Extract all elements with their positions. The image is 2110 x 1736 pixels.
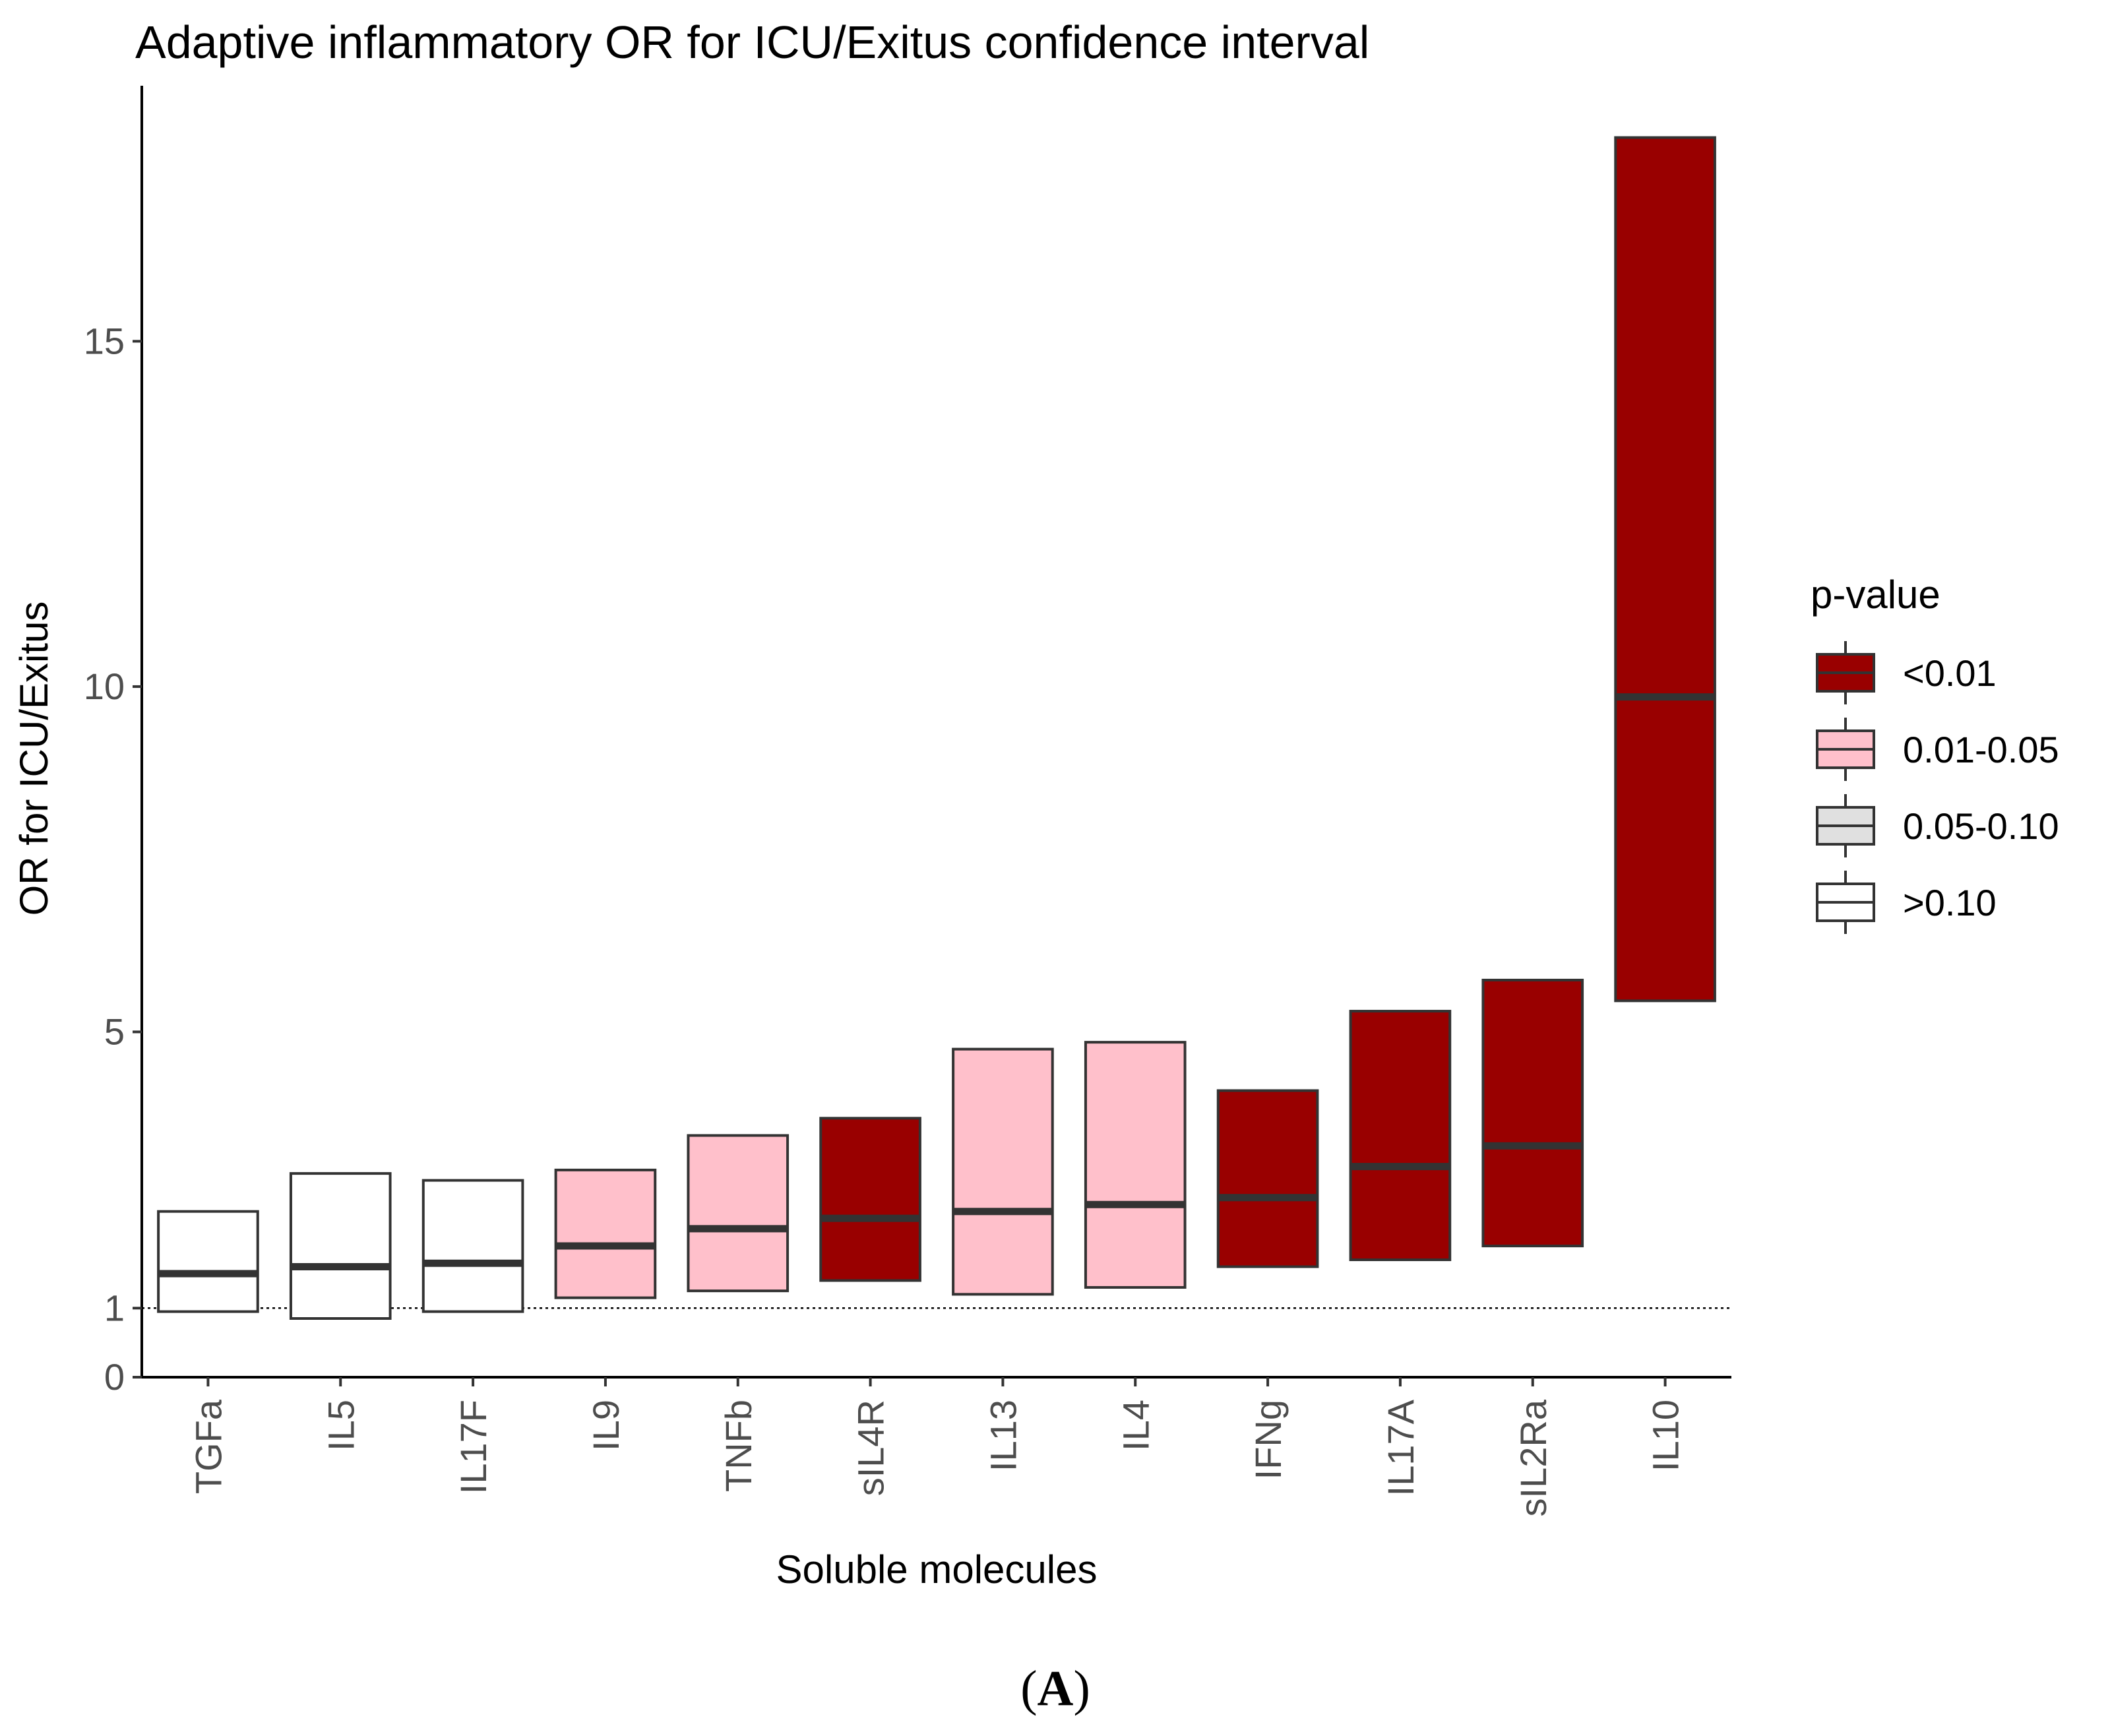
x-tick-label: IL5 (320, 1400, 361, 1451)
x-tick-label: sIL2Ra (1512, 1399, 1554, 1516)
legend-label: 0.05-0.10 (1903, 805, 2059, 847)
x-axis-title: Soluble molecules (776, 1547, 1098, 1592)
legend-label: 0.01-0.05 (1903, 729, 2059, 770)
ci-box (1216, 1089, 1319, 1268)
panel-label-letter: A (1038, 1661, 1074, 1716)
x-tick-label: IFNg (1247, 1400, 1289, 1479)
x-tick-label: sIL4R (850, 1400, 892, 1496)
x-tick-label: IL17F (452, 1400, 494, 1494)
ci-box (421, 1179, 524, 1313)
ci-box (819, 1117, 921, 1282)
crossbar-il4 (1084, 1041, 1187, 1289)
crossbar-il9 (554, 1168, 657, 1299)
chart-title: Adaptive inflammatory OR for ICU/Exitus … (135, 16, 1369, 68)
crossbar-ifng (1216, 1089, 1319, 1268)
crossbar-tgfa (157, 1210, 259, 1313)
panel-label-close: ) (1073, 1661, 1090, 1716)
ci-box (289, 1172, 392, 1320)
y-tick-label: 15 (84, 320, 125, 361)
y-tick-label: 10 (84, 666, 125, 707)
crossbar-sil2ra (1481, 978, 1584, 1248)
legend-title: p-value (1811, 573, 1940, 617)
ci-box (1481, 978, 1584, 1248)
ci-box (687, 1134, 790, 1293)
x-tick-label: TGFa (187, 1399, 229, 1494)
ci-box (554, 1168, 657, 1299)
panel-label-open: ( (1020, 1661, 1037, 1716)
y-tick-label: 0 (104, 1356, 125, 1398)
x-tick-label: IL13 (982, 1400, 1024, 1472)
crossbar-il17f (421, 1179, 524, 1313)
crossbar-il17a (1349, 1010, 1452, 1261)
ci-box (952, 1047, 1054, 1296)
crossbar-tnfb (687, 1134, 790, 1293)
bars-layer (157, 136, 1716, 1320)
crossbar-il5 (289, 1172, 392, 1320)
axes-layer (140, 86, 1731, 1379)
panel-label: (A) (1020, 1661, 1090, 1716)
crossbar-il13 (952, 1047, 1054, 1296)
ci-box (1614, 136, 1716, 1003)
x-tick-label: IL9 (585, 1400, 627, 1451)
legend-item-p010: 0.05-0.10 (1816, 794, 2059, 857)
x-tick-label: IL17A (1380, 1399, 1421, 1496)
ci-box (157, 1210, 259, 1313)
ci-box (1349, 1010, 1452, 1261)
legend-item-p001: <0.01 (1816, 641, 1997, 704)
legend-item-gt0.10: >0.10 (1816, 871, 1997, 934)
x-tick-label: IL10 (1645, 1400, 1687, 1472)
crossbar-sil4r (819, 1117, 921, 1282)
legend: p-value <0.01 0.01-0.05 0.05-0.10 >0.10 (1811, 573, 2059, 934)
legend-item-p005: 0.01-0.05 (1816, 718, 2059, 781)
ci-box (1084, 1041, 1187, 1289)
x-tick-label: IL4 (1115, 1400, 1156, 1451)
y-tick-label: 5 (104, 1010, 125, 1052)
x-ticks-layer: TGFa IL5 IL17F IL9 TNFb sIL4R IL13 IL4 IFNg IL17A… (187, 1377, 1687, 1516)
legend-label: >0.10 (1903, 882, 1997, 923)
x-tick-label: TNFb (718, 1400, 759, 1492)
legend-label: <0.01 (1903, 652, 1997, 694)
y-axis-title: OR for ICU/Exitus (12, 602, 56, 916)
crossbar-il10 (1614, 136, 1716, 1003)
y-tick-label: 1 (104, 1287, 125, 1328)
